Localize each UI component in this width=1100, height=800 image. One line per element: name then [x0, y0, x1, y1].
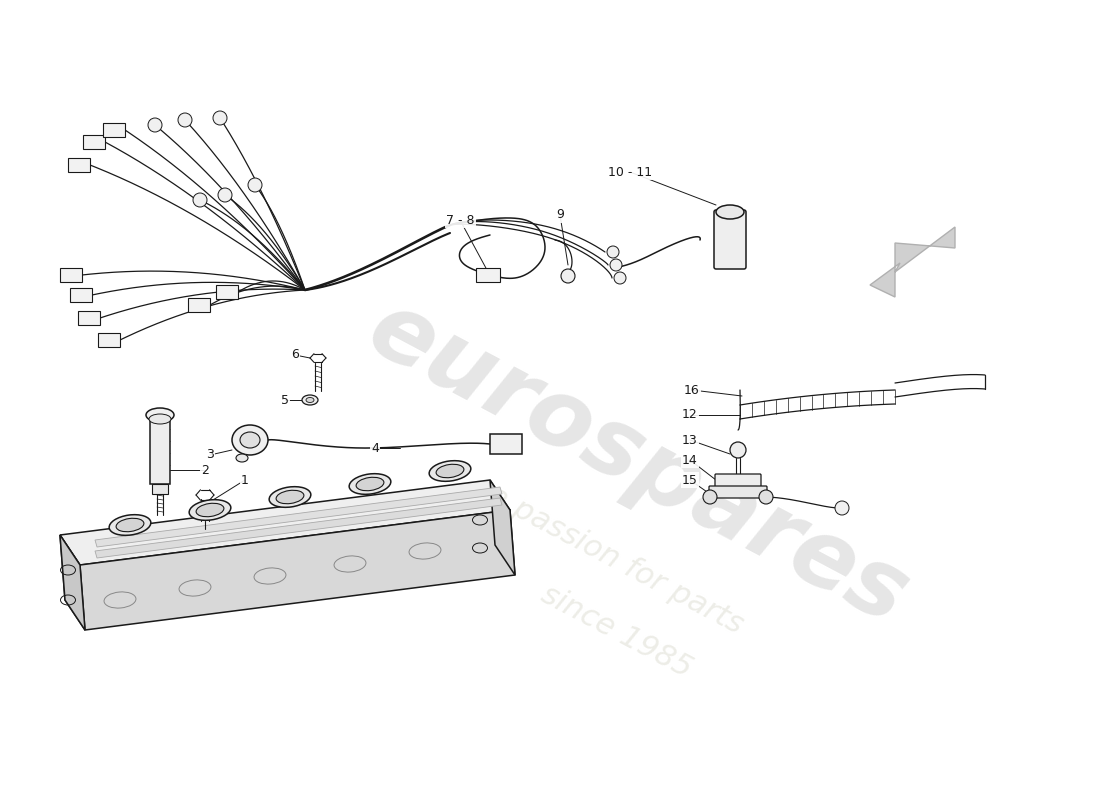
- Ellipse shape: [716, 205, 744, 219]
- Text: 5: 5: [280, 394, 289, 406]
- Ellipse shape: [236, 454, 248, 462]
- Circle shape: [218, 188, 232, 202]
- Ellipse shape: [276, 490, 304, 504]
- FancyBboxPatch shape: [216, 285, 238, 299]
- Circle shape: [178, 113, 192, 127]
- FancyBboxPatch shape: [152, 484, 168, 494]
- Ellipse shape: [196, 503, 224, 517]
- Polygon shape: [60, 535, 85, 630]
- Ellipse shape: [109, 514, 151, 535]
- Text: 7 - 8: 7 - 8: [446, 214, 474, 226]
- Circle shape: [213, 111, 227, 125]
- Ellipse shape: [270, 486, 311, 507]
- Polygon shape: [95, 487, 502, 547]
- Text: 14: 14: [682, 454, 697, 466]
- FancyBboxPatch shape: [78, 311, 100, 325]
- Ellipse shape: [232, 425, 268, 455]
- Ellipse shape: [429, 461, 471, 482]
- Text: 1: 1: [241, 474, 249, 486]
- FancyBboxPatch shape: [490, 434, 522, 454]
- Circle shape: [610, 259, 621, 271]
- Circle shape: [703, 490, 717, 504]
- FancyBboxPatch shape: [188, 298, 210, 312]
- Polygon shape: [870, 227, 955, 297]
- FancyBboxPatch shape: [476, 268, 501, 282]
- Circle shape: [192, 193, 207, 207]
- Text: 13: 13: [682, 434, 697, 446]
- Circle shape: [148, 118, 162, 132]
- Text: since 1985: since 1985: [536, 580, 696, 684]
- Ellipse shape: [117, 518, 144, 532]
- Circle shape: [730, 442, 746, 458]
- Text: 2: 2: [201, 463, 209, 477]
- FancyBboxPatch shape: [82, 135, 104, 149]
- Text: 3: 3: [206, 449, 213, 462]
- Text: 9: 9: [557, 209, 564, 222]
- Text: 12: 12: [682, 409, 697, 422]
- FancyBboxPatch shape: [68, 158, 90, 172]
- Circle shape: [759, 490, 773, 504]
- Ellipse shape: [349, 474, 390, 494]
- FancyBboxPatch shape: [60, 268, 82, 282]
- Text: 15: 15: [682, 474, 697, 486]
- Text: eurospares: eurospares: [353, 283, 923, 645]
- Circle shape: [561, 269, 575, 283]
- Ellipse shape: [146, 408, 174, 422]
- FancyBboxPatch shape: [715, 474, 761, 488]
- Ellipse shape: [148, 414, 170, 424]
- Ellipse shape: [306, 398, 313, 402]
- Text: 4: 4: [371, 442, 378, 454]
- Ellipse shape: [189, 500, 231, 520]
- FancyBboxPatch shape: [70, 288, 92, 302]
- Polygon shape: [95, 498, 502, 558]
- Ellipse shape: [356, 478, 384, 490]
- Circle shape: [248, 178, 262, 192]
- Text: 16: 16: [684, 383, 700, 397]
- Text: a passion for parts: a passion for parts: [484, 480, 748, 640]
- FancyBboxPatch shape: [710, 486, 767, 498]
- Polygon shape: [490, 480, 515, 575]
- FancyBboxPatch shape: [103, 123, 125, 137]
- Ellipse shape: [240, 432, 260, 448]
- Text: 10 - 11: 10 - 11: [608, 166, 652, 178]
- Circle shape: [614, 272, 626, 284]
- Ellipse shape: [436, 464, 464, 478]
- Circle shape: [835, 501, 849, 515]
- Circle shape: [607, 246, 619, 258]
- Ellipse shape: [302, 395, 318, 405]
- FancyBboxPatch shape: [150, 419, 170, 484]
- Text: 6: 6: [292, 349, 299, 362]
- Polygon shape: [80, 510, 515, 630]
- Polygon shape: [60, 480, 510, 565]
- Polygon shape: [60, 535, 85, 630]
- FancyBboxPatch shape: [98, 333, 120, 347]
- FancyBboxPatch shape: [714, 210, 746, 269]
